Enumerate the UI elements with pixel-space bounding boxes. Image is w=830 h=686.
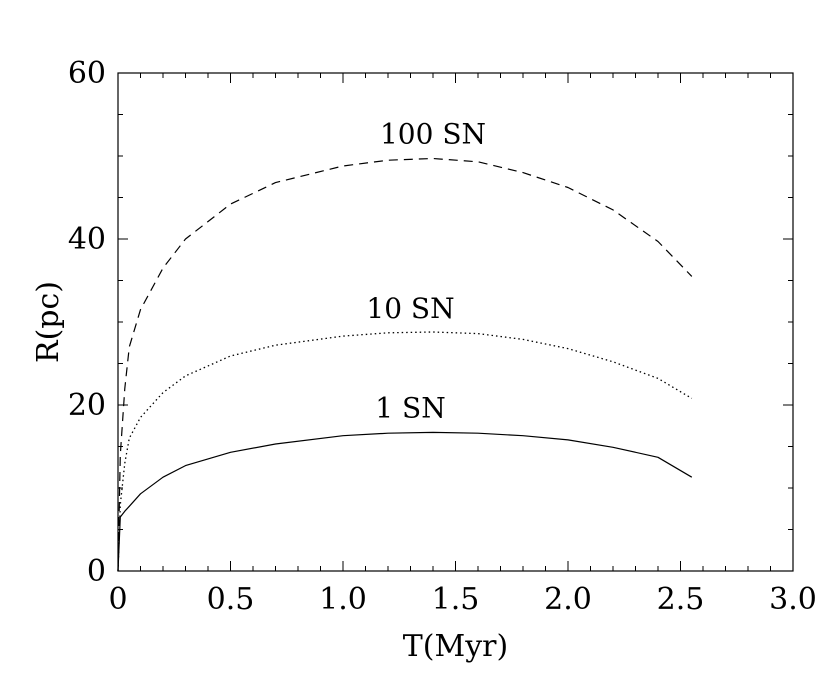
y-tick-label: 20 <box>68 388 106 423</box>
series-annotation: 1 SN <box>375 391 445 424</box>
x-tick-label: 1.0 <box>319 582 367 617</box>
y-tick-label: 0 <box>87 554 106 589</box>
series-line-10-sn <box>117 331 693 572</box>
x-tick-label: 0.5 <box>207 582 255 617</box>
series-line-1-sn <box>117 431 693 572</box>
y-axis-title: R(pc) <box>31 281 66 363</box>
series-line-100-sn <box>117 157 693 572</box>
series-annotation: 100 SN <box>380 118 486 151</box>
y-tick-label: 40 <box>68 222 106 257</box>
y-tick-label: 60 <box>68 56 106 91</box>
x-tick-label: 0 <box>108 582 127 617</box>
x-tick-label: 1.5 <box>432 582 480 617</box>
x-tick-label: 2.0 <box>544 582 592 617</box>
x-axis-title: T(Myr) <box>403 629 508 664</box>
x-tick-label: 3.0 <box>769 582 817 617</box>
x-tick-label: 2.5 <box>657 582 705 617</box>
series-annotation: 10 SN <box>366 292 454 325</box>
